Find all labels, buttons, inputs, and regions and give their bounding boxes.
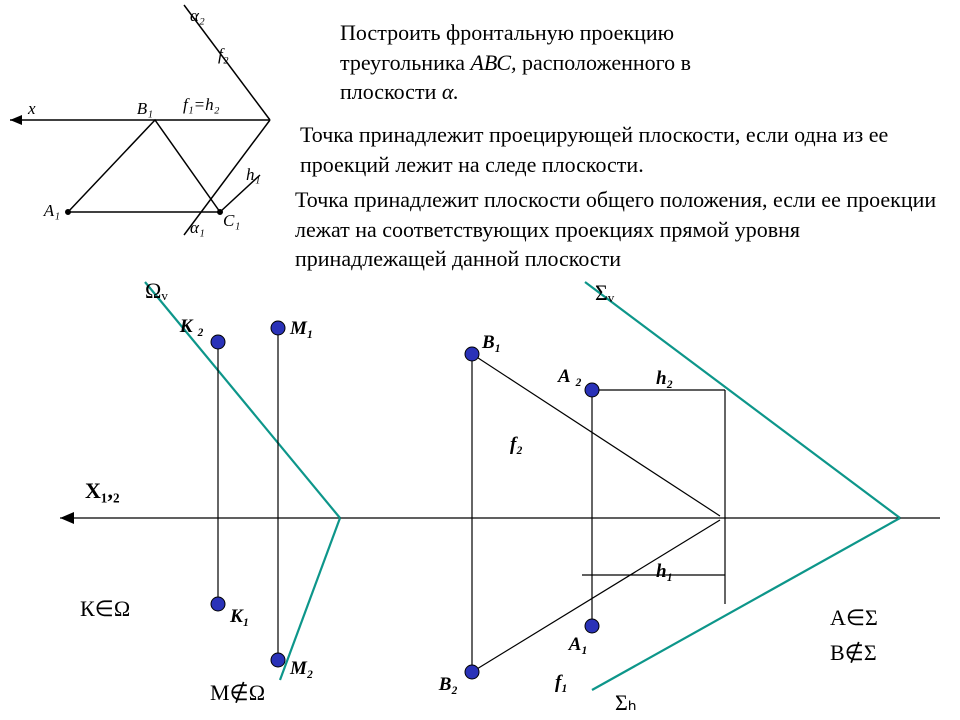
svg-text:f₂: f₂ — [510, 434, 523, 455]
svg-text:А ₂: А ₂ — [557, 366, 582, 387]
svg-text:f₁: f₁ — [555, 672, 568, 693]
page-root: Построить фронтальную проекцию треугольн… — [0, 0, 960, 720]
svg-text:Σᵥ: Σᵥ — [595, 280, 615, 305]
svg-text:К₁: К₁ — [229, 606, 250, 627]
svg-text:А₁: А₁ — [568, 634, 588, 655]
svg-text:В₂: В₂ — [438, 674, 458, 695]
svg-text:А∈Σ: А∈Σ — [830, 605, 878, 630]
svg-text:М₂: М₂ — [289, 658, 314, 679]
svg-text:h₁: h₁ — [656, 561, 673, 582]
svg-text:Ωᵥ: Ωᵥ — [145, 278, 168, 303]
svg-text:Σₕ: Σₕ — [615, 690, 637, 715]
svg-text:В₁: В₁ — [481, 332, 501, 353]
svg-text:М₁: М₁ — [289, 318, 314, 339]
svg-text:К∈Ω: К∈Ω — [80, 596, 130, 621]
svg-text:h₂: h₂ — [656, 368, 673, 389]
bottom-diagram: Х₁,₂ Ωᵥ Σᵥ Σₕ К ₂ К₁ М₁ М₂ В₁ В₂ А ₂ А₁ h₂ h₁ f₂ f₁ К∈Ω М… — [0, 0, 960, 720]
svg-text:М∉Ω: М∉Ω — [210, 680, 265, 705]
svg-text:Х₁,₂: Х₁,₂ — [85, 478, 120, 503]
svg-text:В∉Σ: В∉Σ — [830, 640, 877, 665]
svg-text:К ₂: К ₂ — [179, 316, 204, 337]
